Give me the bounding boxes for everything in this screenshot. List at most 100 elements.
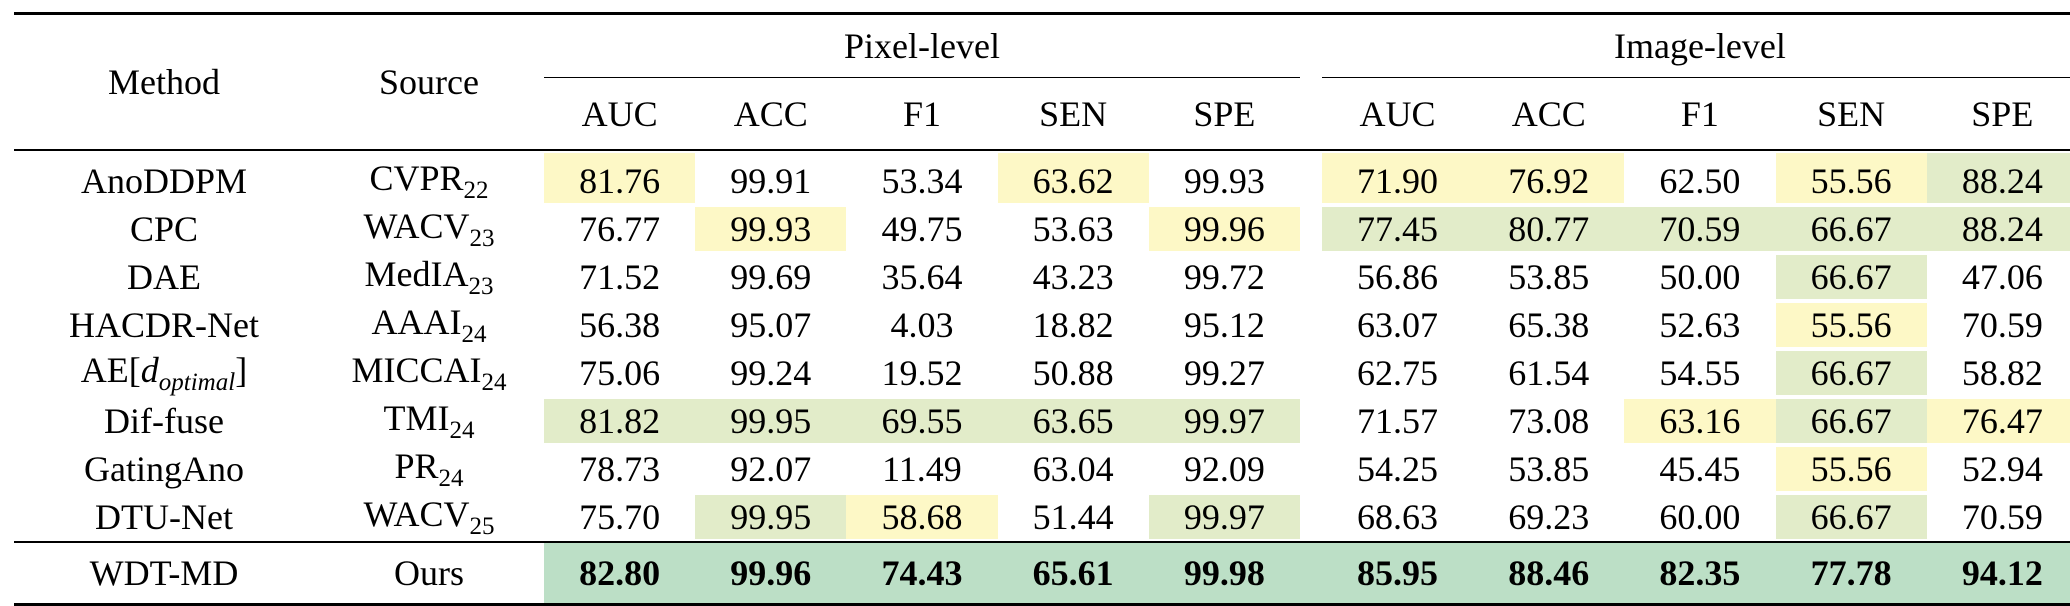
value-text: 71.90 [1357,161,1439,201]
value-cell: 4.03 [846,301,997,349]
highlight-fill [1775,255,1927,299]
value-text: 62.75 [1357,353,1439,393]
value-cell: 99.24 [695,349,846,397]
source-venue: TMI [383,398,450,438]
value-text: 99.93 [730,209,812,249]
highlight-fill [997,399,1149,443]
value-cell: 63.16 [1624,397,1776,445]
value-cell: 82.35 [1624,542,1776,605]
value-cell: 99.91 [695,150,846,205]
value-text: 52.94 [1961,449,2043,489]
value-cell: 81.82 [544,397,696,445]
value-cell: 62.75 [1322,349,1473,397]
method-cell: AE[doptimal] [14,349,314,397]
value-cell: 66.67 [1775,349,1927,397]
source-year: 22 [463,177,489,204]
value-text: 92.09 [1183,449,1265,489]
value-cell: 55.56 [1775,301,1927,349]
method-header: Method [14,13,314,151]
value-cell: 80.77 [1473,205,1625,253]
value-cell: 99.95 [695,397,847,445]
value-cell: 54.25 [1322,445,1473,493]
value-text: 47.06 [1961,257,2043,297]
highlight-fill [1148,399,1300,443]
value-cell: 54.55 [1624,349,1775,397]
value-cell: 75.06 [544,349,695,397]
value-cell: 85.95 [1321,542,1474,605]
comparison-table: Method Source Pixel-level Image-level AU… [14,12,2070,606]
highlight-fill [1148,495,1300,539]
value-text: 76.77 [579,209,661,249]
value-text: 77.45 [1357,209,1439,249]
value-cell: 99.98 [1148,542,1300,605]
method-label-subscript: optimal [158,369,236,396]
value-cell: 66.67 [1775,253,1927,301]
value-cell: 47.06 [1927,253,2070,301]
value-cell: 68.63 [1322,493,1473,542]
highlight-fill [1775,351,1927,395]
source-year: 25 [469,513,495,540]
source-cell: TMI24 [314,397,544,445]
value-cell: 65.61 [997,542,1149,605]
method-cell: AnoDDPM [14,150,314,205]
value-text: 99.97 [1183,497,1265,537]
highlight-fill [1775,495,1927,539]
highlight-fill [1926,153,2070,203]
value-cell: 66.67 [1775,397,1927,445]
value-cell: 95.12 [1149,301,1300,349]
value-text: 99.27 [1183,353,1265,393]
highlight-fill [544,153,696,203]
value-cell: 88.46 [1473,542,1625,605]
value-text: 63.62 [1032,161,1114,201]
highlight-fill [1775,153,1927,203]
value-cell: 50.88 [998,349,1149,397]
value-text: 58.68 [881,497,963,537]
value-text: 80.77 [1508,209,1590,249]
method-label-suffix: ] [235,350,248,390]
value-text: 69.55 [881,401,963,441]
value-cell: 92.07 [695,445,846,493]
value-cell: 99.93 [695,205,847,253]
value-cell: 61.54 [1473,349,1624,397]
table-body: AnoDDPM CVPR22 81.76 99.91 53.34 63.62 99.93 71… [14,150,2070,542]
value-text: 66.67 [1810,353,1892,393]
value-cell: 92.09 [1149,445,1300,493]
group-gap [1300,301,1322,349]
highlight-fill [1775,399,1927,443]
highlight-fill [1148,207,1300,251]
value-text: 65.38 [1508,305,1590,345]
table-row: CPC WACV23 76.77 99.93 49.75 53.63 99.96 77.45 8… [14,205,2070,253]
value-text: 11.49 [882,449,962,489]
value-text: 71.52 [579,257,661,297]
value-text: 66.67 [1810,401,1892,441]
value-cell: 82.80 [544,542,696,605]
metric-header: F1 [902,93,941,134]
highlight-fill [1473,153,1625,203]
value-text: 63.07 [1357,305,1439,345]
value-cell: 63.07 [1322,301,1473,349]
value-cell: 76.47 [1926,397,2070,445]
value-cell: 99.96 [1148,205,1300,253]
value-cell: 88.24 [1926,205,2070,253]
method-label: AnoDDPM [80,161,248,201]
table-row: Dif-fuse TMI24 81.82 99.95 69.55 63.65 99.97 71… [14,397,2070,445]
value-cell: 95.07 [695,301,846,349]
value-cell: 74.43 [846,542,998,605]
value-cell: 52.94 [1927,445,2070,493]
method-label: Dif-fuse [104,401,224,441]
table-row: DAE MedIA23 71.52 99.69 35.64 43.23 99.72 56.86… [14,253,2070,301]
value-cell: 66.67 [1775,493,1927,542]
group-gap [1300,78,1322,151]
value-cell: 99.97 [1148,493,1300,542]
value-text: 53.85 [1508,257,1590,297]
value-cell: 50.00 [1624,253,1775,301]
method-cell: HACDR-Net [14,301,314,349]
group-gap [1300,349,1322,397]
source-venue: AAAI [371,302,462,342]
source-header: Source [314,13,544,151]
source-venue: CVPR [369,158,464,198]
value-cell: 99.27 [1149,349,1300,397]
value-text: 99.72 [1183,257,1265,297]
value-text: 35.64 [881,257,963,297]
highlight-fill [1321,207,1474,251]
